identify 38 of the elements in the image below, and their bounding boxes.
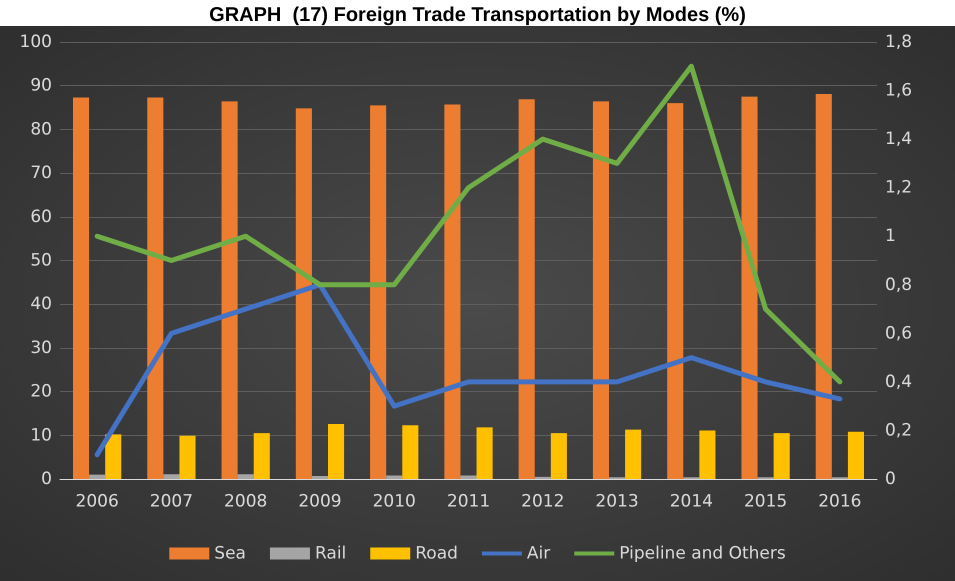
y-tick-label: 70 (30, 163, 52, 184)
legend-label: Rail (314, 544, 346, 564)
y-tick-label: 90 (30, 76, 52, 96)
y-tick-label: 10 (30, 425, 52, 446)
y2-tick-label: 0 (885, 469, 896, 489)
x-tick-label: 2012 (521, 492, 564, 512)
y-tick-label: 100 (20, 32, 52, 52)
y-tick-label: 60 (30, 206, 52, 227)
y-tick-label: 30 (30, 338, 52, 358)
x-tick-label: 2006 (76, 492, 119, 512)
y-tick-label: 50 (30, 250, 52, 270)
x-tick-label: 2008 (224, 492, 268, 512)
y2-tick-label: 0,4 (885, 372, 912, 392)
y2-tick-label: 1 (885, 226, 896, 246)
x-tick-label: 2011 (446, 492, 490, 512)
x-tick-label: 2007 (150, 492, 194, 512)
legend-label: Pipeline and Others (619, 544, 786, 564)
y-tick-label: 40 (30, 294, 52, 314)
y-tick-label: 20 (30, 382, 52, 402)
y-tick-label: 0 (41, 469, 52, 489)
legend-label: Sea (214, 544, 246, 564)
y2-tick-label: 1,4 (885, 129, 912, 150)
y-tick-label: 80 (30, 119, 52, 140)
x-tick-label: 2015 (744, 492, 788, 512)
legend-label: Road (415, 544, 458, 564)
legend-label: Air (526, 544, 550, 564)
y2-tick-label: 1,2 (885, 178, 912, 198)
x-tick-label: 2010 (372, 492, 416, 512)
x-tick-label: 2013 (595, 492, 639, 512)
y2-tick-label: 0,8 (885, 274, 912, 295)
x-tick-label: 2016 (818, 492, 862, 512)
y2-tick-label: 1,8 (885, 32, 912, 52)
y2-tick-label: 0,6 (885, 323, 912, 344)
y2-tick-label: 0,2 (885, 420, 912, 440)
x-tick-label: 2009 (298, 492, 342, 512)
x-tick-label: 2014 (670, 492, 713, 512)
y2-tick-label: 1,6 (885, 80, 912, 101)
chart-title: GRAPH (17) Foreign Trade Transportation by Modes (%) (209, 4, 746, 26)
